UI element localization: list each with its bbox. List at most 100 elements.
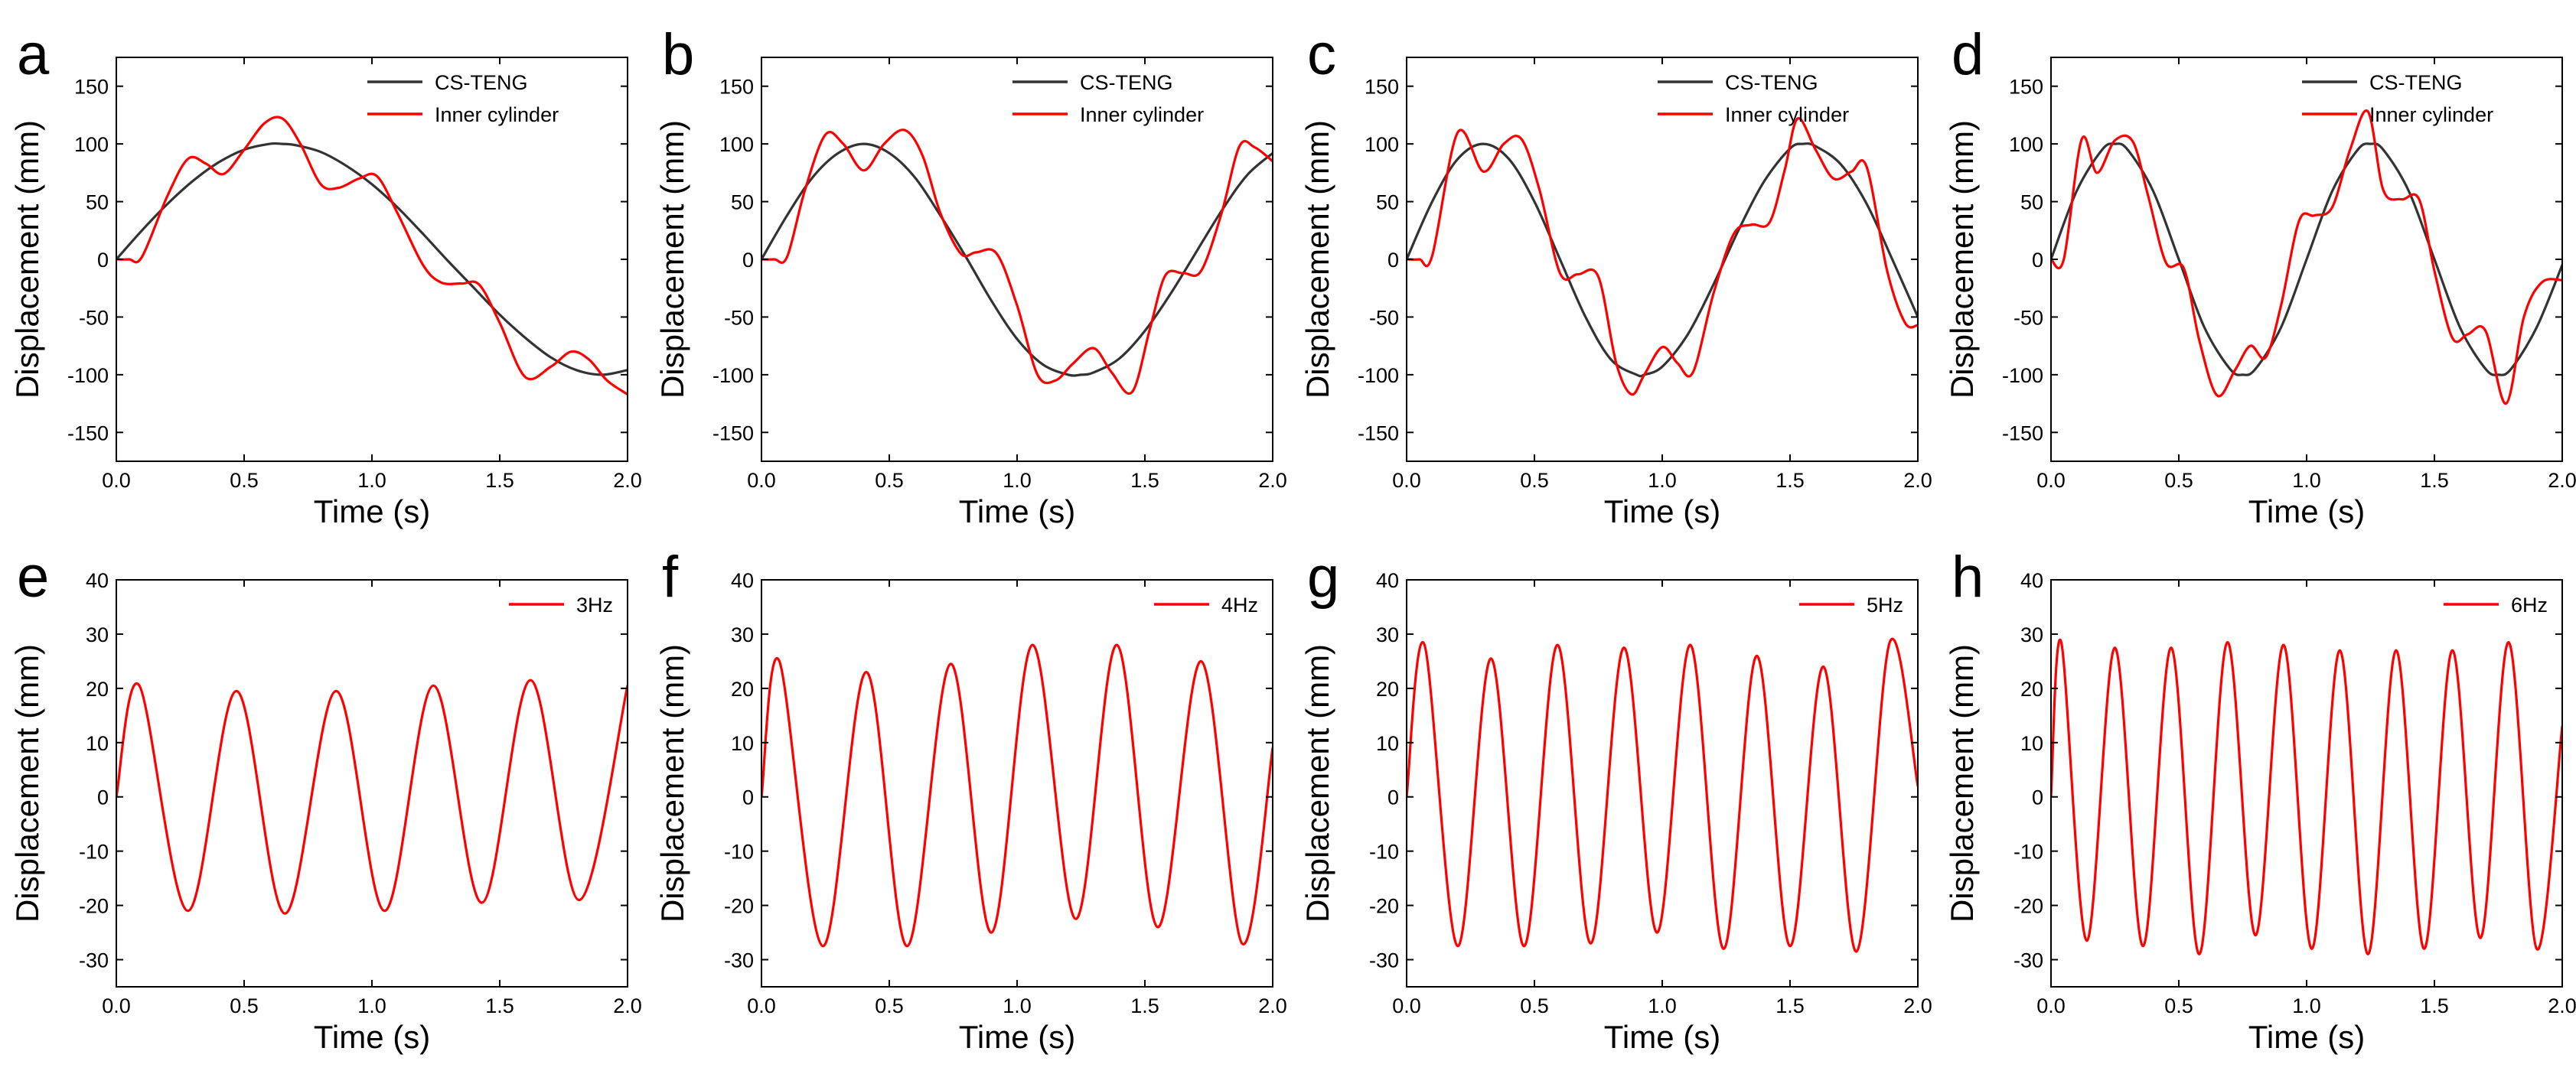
series-line-inner-cylinder	[2051, 109, 2562, 405]
panel-label: b	[662, 22, 694, 87]
x-tick-label: 2.0	[2548, 994, 2576, 1017]
y-tick-label: -20	[79, 895, 109, 918]
panel-label: c	[1307, 22, 1336, 87]
series-group	[1407, 637, 1918, 953]
series-group	[761, 129, 1273, 395]
x-tick-label: 2.0	[1903, 994, 1932, 1017]
panel-label: h	[1952, 545, 1984, 610]
y-tick-label: 0	[2032, 249, 2043, 272]
x-tick-label: 2.0	[1258, 994, 1287, 1017]
y-tick-label: -20	[1369, 895, 1399, 918]
y-tick-label: 150	[2009, 76, 2043, 99]
x-tick-label: 2.0	[2548, 469, 2576, 492]
series-line-cs-teng	[2051, 142, 2562, 376]
legend: CS-TENG Inner cylinder	[1012, 71, 1204, 126]
y-tick-label: 10	[86, 732, 109, 755]
series-line-3hz	[116, 679, 628, 915]
y-tick-label: 50	[86, 191, 109, 214]
series-line-inner-cylinder	[761, 129, 1273, 395]
series-group	[761, 643, 1273, 948]
plot-frame	[1406, 579, 1919, 988]
y-tick-label: 100	[719, 133, 754, 156]
panel-label: f	[662, 545, 679, 610]
series-group	[2051, 638, 2562, 956]
legend: 5Hz	[1799, 594, 1903, 617]
panel-h: 0.0 0.5 1.0 1.5 2.0 -30 -20 -10 0 10 20 30 40 Time (s…	[1944, 545, 2576, 1055]
panel-label: e	[17, 545, 49, 610]
x-tick-label: 1.0	[357, 469, 386, 492]
panel-d: 0.0 0.5 1.0 1.5 2.0 -150 -100 -50 0 50 100 150 Time …	[1944, 22, 2576, 529]
y-tick-label: -50	[2014, 306, 2043, 329]
y-tick-label: 150	[1365, 76, 1399, 99]
x-tick-label: 1.0	[357, 994, 386, 1017]
y-axis-label: Displacement (mm)	[1299, 120, 1335, 399]
x-tick-label: 1.5	[2420, 994, 2449, 1017]
legend-label: 4Hz	[1221, 594, 1258, 617]
y-tick-label: 100	[1365, 133, 1399, 156]
y-tick-label: -20	[2014, 895, 2043, 918]
y-tick-label: -30	[2014, 949, 2043, 972]
plot-frame	[116, 579, 628, 988]
y-tick-label: 150	[74, 76, 109, 99]
x-tick-label: 2.0	[1903, 469, 1932, 492]
legend: 6Hz	[2444, 594, 2548, 617]
series-group	[116, 679, 628, 915]
y-tick-label: 30	[1376, 623, 1399, 646]
y-tick-label: 0	[1387, 249, 1399, 272]
panel-e: 0.0 0.5 1.0 1.5 2.0 -30 -20 -10 0 10 20 30 40 Time (s…	[9, 545, 642, 1055]
y-tick-label: 0	[2032, 786, 2043, 809]
x-tick-label: 0.0	[102, 994, 131, 1017]
x-tick-label: 0.5	[230, 994, 259, 1017]
x-tick-label: 1.5	[1775, 469, 1805, 492]
x-tick-label: 2.0	[1258, 469, 1287, 492]
y-tick-label: 50	[731, 191, 754, 214]
y-tick-label: -20	[724, 895, 754, 918]
series-line-inner-cylinder	[1407, 117, 1918, 396]
x-tick-label: 2.0	[613, 994, 642, 1017]
y-tick-label: 0	[97, 786, 109, 809]
legend-label: 5Hz	[1867, 594, 1903, 617]
y-tick-label: 30	[2020, 623, 2043, 646]
x-tick-label: 1.0	[2292, 994, 2321, 1017]
x-tick-label: 0.5	[875, 994, 904, 1017]
y-tick-label: 20	[731, 678, 754, 701]
y-tick-label: 30	[86, 623, 109, 646]
legend-label: Inner cylinder	[2369, 103, 2493, 126]
y-tick-label: -30	[724, 949, 754, 972]
series-line-4hz	[761, 643, 1273, 948]
x-tick-label: 1.5	[485, 469, 514, 492]
x-tick-label: 0.0	[102, 469, 131, 492]
y-tick-label: 0	[742, 786, 754, 809]
y-tick-label: 20	[2020, 678, 2043, 701]
x-axis-label: Time (s)	[2248, 493, 2365, 529]
x-tick-label: 0.5	[1520, 469, 1549, 492]
y-axis-label: Displacement (mm)	[654, 644, 690, 923]
y-tick-label: -150	[1358, 421, 1399, 444]
x-tick-label: 1.0	[1003, 994, 1032, 1017]
y-tick-label: -150	[2002, 421, 2043, 444]
legend-label: 6Hz	[2511, 594, 2548, 617]
x-tick-label: 0.5	[875, 469, 904, 492]
x-tick-label: 0.5	[1520, 994, 1549, 1017]
x-tick-label: 2.0	[613, 469, 642, 492]
y-tick-label: -100	[2002, 364, 2043, 387]
x-axis-label: Time (s)	[314, 1019, 430, 1055]
y-tick-label: 10	[2020, 732, 2043, 755]
panel-label: d	[1952, 22, 1984, 87]
y-axis-label: Displacement (mm)	[1944, 644, 1980, 923]
x-tick-label: 1.5	[1775, 994, 1805, 1017]
x-tick-label: 0.5	[230, 469, 259, 492]
y-tick-label: 20	[86, 678, 109, 701]
legend-label: CS-TENG	[2369, 71, 2463, 94]
x-tick-label: 0.0	[747, 994, 776, 1017]
series-line-6hz	[2051, 638, 2562, 956]
y-axis-label: Displacement (mm)	[654, 120, 690, 399]
y-tick-label: -50	[724, 306, 754, 329]
y-tick-label: -50	[79, 306, 109, 329]
legend-label: CS-TENG	[435, 71, 528, 94]
y-axis-label: Displacement (mm)	[1944, 120, 1980, 399]
y-tick-label: 0	[1387, 786, 1399, 809]
x-tick-label: 0.0	[1392, 469, 1421, 492]
legend-label: 3Hz	[576, 594, 613, 617]
